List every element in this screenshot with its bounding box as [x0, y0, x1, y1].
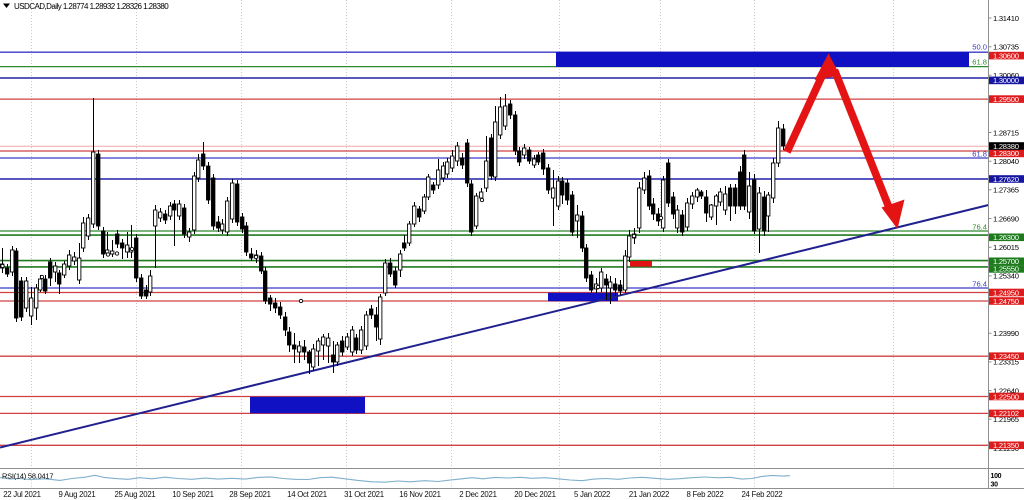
svg-text:1.22102: 1.22102: [993, 409, 1019, 418]
svg-text:1.21350: 1.21350: [993, 441, 1019, 450]
svg-text:1.30000: 1.30000: [993, 76, 1019, 85]
svg-text:22 Jul 2021: 22 Jul 2021: [3, 490, 41, 499]
svg-text:1.23450: 1.23450: [993, 352, 1019, 361]
svg-text:1.30060: 1.30060: [993, 71, 1019, 80]
svg-text:1.25550: 1.25550: [993, 265, 1019, 274]
svg-text:16 Nov 2021: 16 Nov 2021: [399, 490, 440, 499]
svg-text:1.28380: 1.28380: [993, 142, 1019, 151]
svg-text:1.30600: 1.30600: [993, 51, 1019, 60]
svg-text:1.27620: 1.27620: [993, 175, 1019, 184]
svg-text:1.30735: 1.30735: [993, 43, 1019, 52]
svg-text:25 Aug 2021: 25 Aug 2021: [114, 490, 155, 499]
svg-text:1.23315: 1.23315: [993, 358, 1019, 367]
svg-text:14 Oct 2021: 14 Oct 2021: [287, 490, 327, 499]
svg-text:1.23990: 1.23990: [993, 329, 1019, 338]
svg-text:1.28040: 1.28040: [993, 157, 1019, 166]
svg-text:30: 30: [991, 482, 999, 489]
svg-text:RSI(14) 58.0417: RSI(14) 58.0417: [2, 472, 53, 481]
svg-text:28 Sep 2021: 28 Sep 2021: [229, 490, 270, 499]
svg-text:1.26300: 1.26300: [993, 233, 1019, 242]
svg-text:1.21965: 1.21965: [993, 415, 1019, 424]
svg-text:1.28715: 1.28715: [993, 128, 1019, 137]
svg-text:2 Dec 2021: 2 Dec 2021: [459, 490, 496, 499]
svg-text:61.8: 61.8: [972, 58, 987, 67]
svg-text:1.24750: 1.24750: [993, 297, 1019, 306]
svg-text:1.26690: 1.26690: [993, 214, 1019, 223]
svg-text:1.27365: 1.27365: [993, 186, 1019, 195]
svg-text:24 Feb 2022: 24 Feb 2022: [741, 490, 782, 499]
svg-text:76.4: 76.4: [972, 223, 987, 232]
svg-text:1.26015: 1.26015: [993, 243, 1019, 252]
svg-text:50.0: 50.0: [972, 43, 987, 52]
svg-text:20 Dec 2021: 20 Dec 2021: [514, 490, 555, 499]
svg-text:21 Jan 2022: 21 Jan 2022: [629, 490, 669, 499]
svg-text:31 Oct 2021: 31 Oct 2021: [344, 490, 384, 499]
svg-text:8 Feb 2022: 8 Feb 2022: [687, 490, 724, 499]
svg-text:1.25700: 1.25700: [993, 257, 1019, 266]
svg-text:1.29500: 1.29500: [993, 95, 1019, 104]
svg-text:1.22640: 1.22640: [993, 386, 1019, 395]
svg-text:1.24950: 1.24950: [993, 288, 1019, 297]
svg-text:1.28300: 1.28300: [993, 149, 1019, 158]
svg-text:61.8: 61.8: [972, 150, 987, 159]
svg-text:USDCAD,Daily 1.28774 1.28932: USDCAD,Daily 1.28774 1.28932 1.28326 1.2…: [14, 2, 169, 11]
svg-text:76.4: 76.4: [972, 280, 987, 289]
svg-text:10 Sep 2021: 10 Sep 2021: [172, 490, 213, 499]
svg-text:1.25340: 1.25340: [993, 272, 1019, 281]
svg-text:5 Jan 2022: 5 Jan 2022: [574, 490, 610, 499]
svg-text:100: 100: [991, 473, 1002, 480]
svg-text:1.31410: 1.31410: [993, 14, 1019, 23]
svg-text:9 Aug 2021: 9 Aug 2021: [59, 490, 96, 499]
svg-text:1.22500: 1.22500: [993, 392, 1019, 401]
